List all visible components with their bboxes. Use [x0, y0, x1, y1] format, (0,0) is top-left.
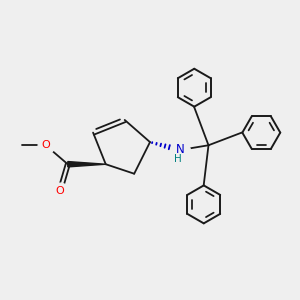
Polygon shape [68, 161, 106, 167]
Text: O: O [56, 186, 64, 196]
Text: O: O [41, 140, 50, 150]
Text: H: H [174, 154, 182, 164]
Text: N: N [176, 143, 184, 157]
